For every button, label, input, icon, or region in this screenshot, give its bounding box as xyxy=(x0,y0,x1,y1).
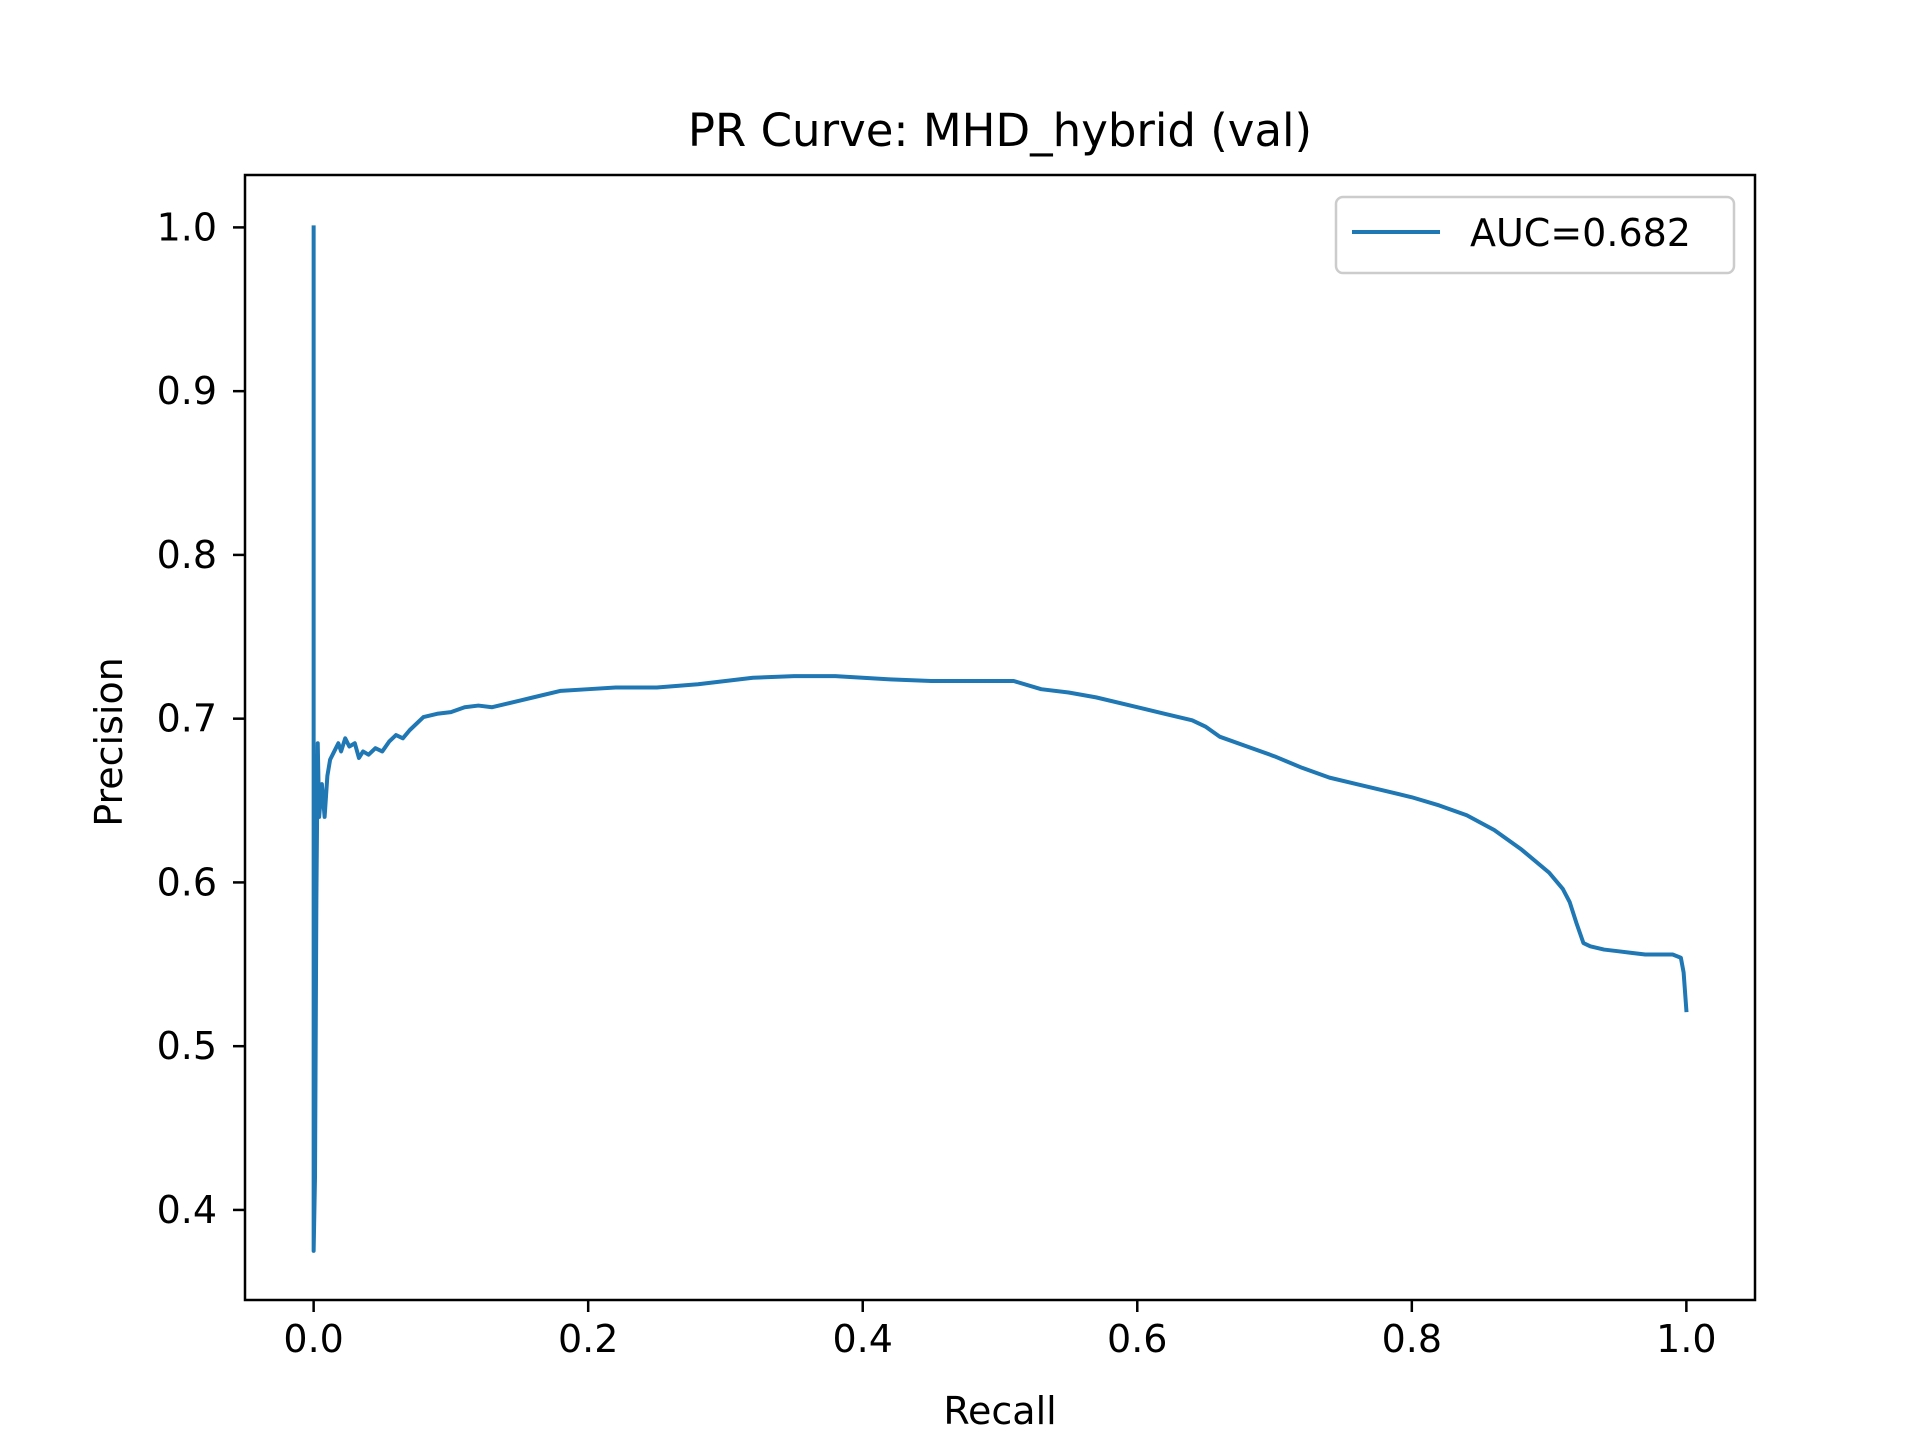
x-tick-label: 0.0 xyxy=(283,1317,343,1361)
y-tick-label: 0.6 xyxy=(157,860,217,904)
y-axis-ticks: 0.4 0.5 0.6 0.7 0.8 0.9 1.0 xyxy=(157,205,245,1232)
x-axis-ticks: 0.0 0.2 0.4 0.6 0.8 1.0 xyxy=(283,1300,1717,1361)
x-axis-label: Recall xyxy=(943,1389,1056,1433)
y-tick-label: 0.8 xyxy=(157,533,217,577)
plot-area-frame xyxy=(243,173,1757,1302)
legend-box xyxy=(1334,195,1736,275)
y-tick-label: 0.4 xyxy=(157,1188,217,1232)
y-tick-label: 0.7 xyxy=(157,697,217,741)
legend-label: AUC=0.682 xyxy=(1470,211,1691,255)
plot-data-layer xyxy=(311,225,1689,1253)
y-axis-label: Precision xyxy=(87,657,131,827)
x-tick-label: 0.4 xyxy=(833,1317,893,1361)
series-line xyxy=(311,225,1689,1253)
x-tick-label: 1.0 xyxy=(1656,1317,1716,1361)
x-tick-label: 0.2 xyxy=(558,1317,618,1361)
x-tick-label: 0.8 xyxy=(1382,1317,1442,1361)
y-tick-label: 0.5 xyxy=(157,1024,217,1068)
chart-title: PR Curve: MHD_hybrid (val) xyxy=(688,104,1312,157)
y-tick-label: 0.9 xyxy=(157,369,217,413)
y-tick-label: 1.0 xyxy=(157,205,217,249)
legend: AUC=0.682 xyxy=(1334,195,1736,275)
x-tick-label: 0.6 xyxy=(1107,1317,1167,1361)
